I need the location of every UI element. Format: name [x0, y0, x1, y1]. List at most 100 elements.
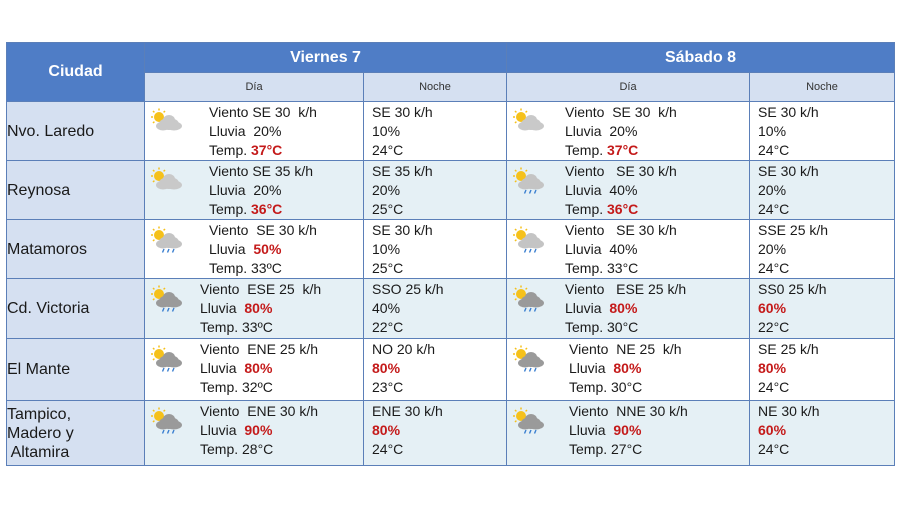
day-forecast: Viento SE 35 k/h Lluvia 20% Temp. 36°C [145, 161, 363, 219]
wind-text: Viento SE 30 k/h [565, 104, 677, 120]
sun-cloud-icon [149, 167, 183, 195]
rain-value: 20% [609, 123, 638, 139]
temp-label: Temp. [569, 441, 608, 457]
rain-value: 40% [609, 241, 638, 257]
rain-label: Lluvia [565, 182, 602, 198]
table-row: Cd. Victoria Viento ESE 25 k/h Lluvia 80% T… [6, 278, 896, 339]
night-forecast-cell: SSE 25 k/h 20% 24°C [748, 219, 896, 279]
rain-value: 10% [758, 123, 787, 139]
night-forecast: SE 30 k/h 10% 24°C [750, 102, 894, 160]
city-name-line: Tampico, [7, 405, 72, 423]
temp-line: Temp. 28°C [200, 440, 318, 459]
day-forecast-lines: Viento ESE 25 k/h Lluvia 80% Temp. 33ºC [200, 280, 321, 337]
rain-value: 20% [372, 182, 401, 198]
temp-line: Temp. 32ºC [200, 378, 318, 397]
rain-value: 20% [253, 123, 282, 139]
night-forecast-cell: SE 30 k/h 10% 24°C [748, 101, 896, 161]
day-forecast-lines: Viento SE 35 k/h Lluvia 20% Temp. 36°C [209, 162, 313, 219]
day-forecast-cell: Viento SE 30 k/h Lluvia 40% Temp. 36°C [506, 160, 750, 220]
temp-label: Temp. [200, 441, 239, 457]
wind-text: Viento SE 35 k/h [209, 163, 314, 179]
storm-cloud-icon [511, 345, 545, 373]
temp-label: Temp. [565, 260, 604, 276]
rain-label: Lluvia [200, 300, 237, 316]
rain-value: 40% [372, 300, 401, 316]
night-forecast: NO 20 k/h 80% 23°C [364, 339, 506, 397]
rain-line: Lluvia 80% [565, 299, 686, 318]
night-forecast-cell: ENE 30 k/h 80% 24°C [363, 400, 507, 466]
temp-line: Temp. 36°C [565, 200, 677, 219]
day2-day-subheader: Día [506, 72, 750, 102]
table-row: El Mante Viento ENE 25 k/h Lluvia 80% Temp.… [6, 338, 896, 401]
city-name: Reynosa [6, 160, 145, 220]
rain-label: Lluvia [569, 360, 606, 376]
rain-value: 20% [758, 182, 787, 198]
rain-value: 80% [372, 422, 401, 438]
temp-value: 37°C [251, 142, 283, 158]
temp-value: 30°C [607, 319, 639, 335]
night-forecast: SSO 25 k/h 40% 22°C [364, 279, 506, 337]
day-forecast-lines: Viento SE 30 k/h Lluvia 20% Temp. 37°C [209, 103, 317, 160]
rain-label: Lluvia [209, 241, 246, 257]
temp-value: 37°C [607, 142, 639, 158]
temp-value: 36°C [607, 201, 639, 217]
day-forecast-lines: Viento SE 30 k/h Lluvia 40% Temp. 33°C [565, 221, 677, 278]
city-name-line: Madero y [7, 424, 74, 442]
night-forecast: SE 30 k/h 20% 24°C [750, 161, 894, 219]
night-forecast-cell: NO 20 k/h 80% 23°C [363, 338, 507, 401]
wind-text: NO 20 k/h [372, 341, 436, 357]
day-forecast-cell: Viento SE 30 k/h Lluvia 50% Temp. 33ºC [144, 219, 364, 279]
wind-text: NE 30 k/h [758, 403, 820, 419]
rain-label: Lluvia [565, 300, 602, 316]
rain-value: 60% [758, 300, 787, 316]
rain-value: 20% [253, 182, 282, 198]
sun-cloud-rain-icon [511, 226, 545, 254]
temp-value: 32ºC [242, 379, 273, 395]
rain-value: 80% [609, 300, 638, 316]
temp-value: 22°C [372, 319, 404, 335]
day-forecast: Viento NE 25 k/h Lluvia 80% Temp. 30°C [507, 339, 749, 400]
temp-value: 24°C [372, 441, 404, 457]
rain-value: 90% [613, 422, 642, 438]
table-row: Reynosa Viento SE 35 k/h Lluvia 20% Temp. 3… [6, 160, 896, 220]
day-forecast: Viento SE 30 k/h Lluvia 20% Temp. 37°C [507, 102, 749, 160]
temp-value: 23°C [372, 379, 404, 395]
sun-cloud-icon [149, 108, 183, 136]
sun-cloud-rain-icon [149, 226, 183, 254]
day-forecast-lines: Viento ESE 25 k/h Lluvia 80% Temp. 30°C [565, 280, 686, 337]
night-forecast: SS0 25 k/h 60% 22°C [750, 279, 894, 337]
forecast-table: Ciudad Viernes 7 Sábado 8 Día Noche Día … [6, 42, 896, 466]
rain-value: 60% [758, 422, 787, 438]
night-forecast: SE 25 k/h 80% 24°C [750, 339, 894, 397]
wind-text: SSE 25 k/h [758, 222, 829, 238]
temp-value: 24°C [758, 379, 790, 395]
storm-cloud-icon [511, 285, 545, 313]
rain-label: Lluvia [209, 123, 246, 139]
rain-label: Lluvia [200, 422, 237, 438]
temp-value: 30°C [611, 379, 643, 395]
temp-label: Temp. [200, 319, 239, 335]
rain-value: 80% [244, 300, 273, 316]
rain-line: Lluvia 80% [200, 359, 318, 378]
night-forecast-cell: SE 30 k/h 10% 24°C [363, 101, 507, 161]
temp-value: 28°C [242, 441, 274, 457]
night-forecast-cell: SSO 25 k/h 40% 22°C [363, 278, 507, 339]
night-forecast-cell: NE 30 k/h 60% 24°C [748, 400, 896, 466]
temp-value: 22°C [758, 319, 790, 335]
temp-value: 24°C [372, 142, 404, 158]
night-forecast-cell: SE 30 k/h 20% 24°C [748, 160, 896, 220]
rain-value: 10% [372, 241, 401, 257]
rain-line: Lluvia 20% [209, 181, 313, 200]
storm-cloud-icon [511, 407, 545, 435]
day1-header: Viernes 7 [144, 42, 507, 73]
day-forecast: Viento NNE 30 k/h Lluvia 90% Temp. 27°C [507, 401, 749, 465]
rain-label: Lluvia [200, 360, 237, 376]
rain-line: Lluvia 90% [569, 421, 688, 440]
rain-label: Lluvia [209, 182, 246, 198]
day-forecast: Viento SE 30 k/h Lluvia 50% Temp. 33ºC [145, 220, 363, 278]
rain-line: Lluvia 20% [565, 122, 677, 141]
sun-cloud-icon [511, 108, 545, 136]
wind-text: Viento SE 30 k/h [209, 222, 317, 238]
day-forecast-lines: Viento NE 25 k/h Lluvia 80% Temp. 30°C [569, 340, 682, 397]
day-forecast: Viento ESE 25 k/h Lluvia 80% Temp. 33ºC [145, 279, 363, 338]
